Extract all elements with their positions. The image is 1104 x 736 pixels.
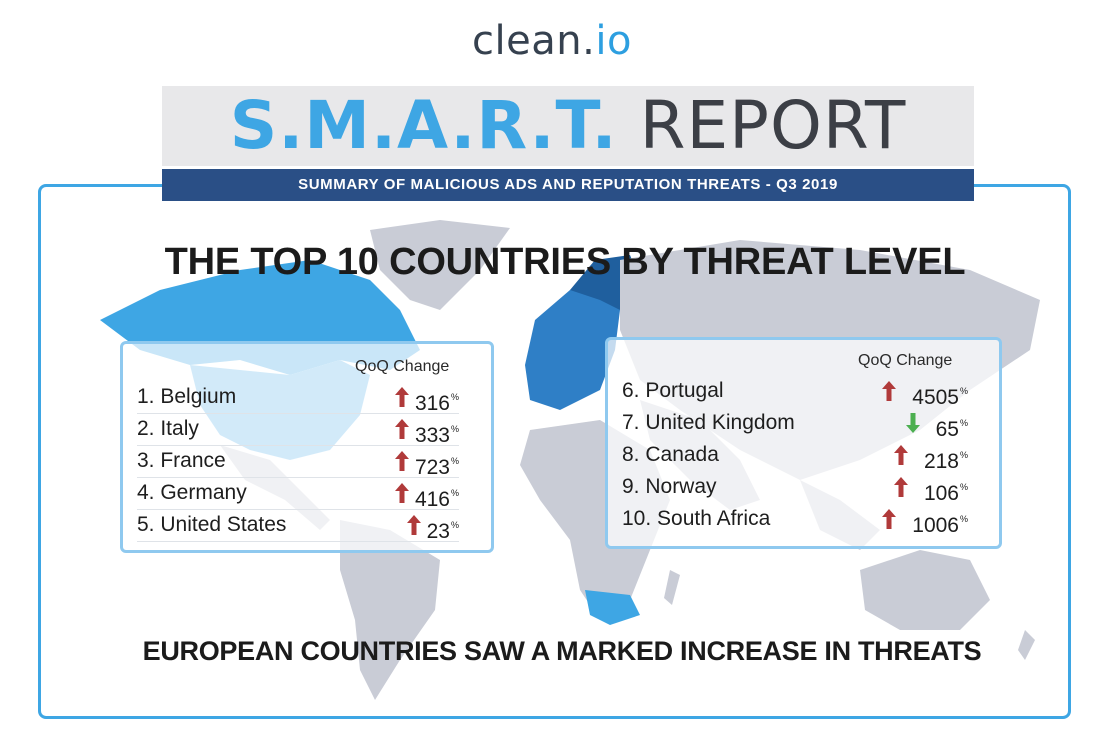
country-row: 8. Canada 218%	[622, 441, 968, 473]
country-name: 5. United States	[137, 513, 287, 536]
map-madagascar	[664, 570, 680, 605]
footer-statement: EUROPEAN COUNTRIES SAW A MARKED INCREASE…	[142, 636, 982, 666]
qoq-change-number: 723	[414, 456, 450, 479]
qoq-change-number: 65	[935, 418, 959, 441]
qoq-change-value: 723%	[415, 447, 459, 482]
arrow-up-icon	[394, 451, 409, 471]
country-row: 4. Germany 416%	[137, 479, 459, 511]
country-row: 9. Norway 106%	[622, 473, 968, 505]
country-name: 3. France	[137, 449, 226, 472]
report-subtitle: SUMMARY OF MALICIOUS ADS AND REPUTATION …	[162, 169, 974, 201]
country-row: 2. Italy 333%	[137, 415, 459, 447]
country-name: 2. Italy	[137, 417, 199, 440]
report-title-rest: REPORT	[639, 87, 907, 164]
qoq-change-value: 106%	[924, 473, 968, 508]
percent-unit: %	[450, 520, 459, 530]
brand-logo: clean.io	[0, 18, 1104, 64]
country-name: 9. Norway	[622, 475, 717, 498]
percent-unit: %	[959, 418, 968, 428]
arrow-up-icon	[882, 509, 897, 529]
qoq-change-number: 333	[414, 424, 450, 447]
country-name: 6. Portugal	[622, 379, 724, 402]
qoq-change-value: 416%	[415, 479, 459, 514]
percent-unit: %	[959, 514, 968, 524]
map-greenland	[370, 220, 510, 310]
arrow-up-icon	[394, 483, 409, 503]
logo-part-clean: clean.	[472, 18, 596, 64]
qoq-change-number: 218	[923, 450, 959, 473]
qoq-change-number: 416	[414, 488, 450, 511]
map-south-america	[340, 520, 440, 700]
country-name: 10. South Africa	[622, 507, 771, 530]
arrow-up-icon	[406, 515, 421, 535]
qoq-change-number: 316	[414, 392, 450, 415]
qoq-change-number: 106	[923, 482, 959, 505]
arrow-up-icon	[882, 381, 897, 401]
qoq-change-number: 4505	[912, 386, 959, 409]
percent-unit: %	[450, 392, 459, 402]
country-row: 5. United States 23%	[137, 511, 459, 543]
map-new-zealand	[1018, 630, 1035, 660]
arrow-up-icon	[394, 387, 409, 407]
section-heading: THE TOP 10 COUNTRIES BY THREAT LEVEL	[164, 241, 966, 283]
qoq-change-value: 333%	[415, 415, 459, 450]
qoq-change-value: 316%	[415, 383, 459, 418]
country-row: 1. Belgium 316%	[137, 383, 459, 415]
left-ranking-panel: QoQ Change 1. Belgium 316% 2. Italy 333% 3. …	[120, 341, 494, 553]
percent-unit: %	[450, 456, 459, 466]
report-title: S.M.A.R.T. REPORT	[162, 88, 974, 164]
qoq-change-value: 218%	[924, 441, 968, 476]
qoq-column-header: QoQ Change	[858, 352, 953, 369]
arrow-up-icon	[394, 419, 409, 439]
arrow-up-icon	[893, 477, 908, 497]
qoq-change-value: 23%	[427, 511, 459, 546]
qoq-change-value: 4505%	[912, 377, 968, 412]
qoq-change-value: 65%	[936, 409, 968, 444]
report-title-highlight: S.M.A.R.T.	[229, 87, 618, 164]
right-ranking-panel: QoQ Change 6. Portugal 4505% 7. United Kin…	[605, 337, 1002, 549]
percent-unit: %	[959, 450, 968, 460]
map-europe	[525, 280, 620, 410]
logo-part-io: io	[595, 18, 632, 64]
country-name: 7. United Kingdom	[622, 411, 795, 434]
qoq-change-value: 1006%	[912, 505, 968, 540]
country-name: 4. Germany	[137, 481, 247, 504]
qoq-column-header: QoQ Change	[355, 358, 450, 375]
map-australia	[860, 550, 990, 630]
country-row: 6. Portugal 4505%	[622, 377, 968, 409]
map-south-africa	[585, 590, 640, 625]
country-name: 8. Canada	[622, 443, 719, 466]
arrow-up-icon	[893, 445, 908, 465]
country-row: 3. France 723%	[137, 447, 459, 479]
percent-unit: %	[450, 424, 459, 434]
country-row: 10. South Africa 1006%	[622, 505, 968, 537]
qoq-change-number: 1006	[912, 514, 959, 537]
percent-unit: %	[959, 482, 968, 492]
percent-unit: %	[959, 386, 968, 396]
country-name: 1. Belgium	[137, 385, 237, 408]
report-title-bar: S.M.A.R.T. REPORT	[162, 86, 974, 166]
arrow-down-icon	[905, 413, 920, 433]
percent-unit: %	[450, 488, 459, 498]
qoq-change-number: 23	[426, 520, 450, 543]
country-row: 7. United Kingdom 65%	[622, 409, 968, 441]
